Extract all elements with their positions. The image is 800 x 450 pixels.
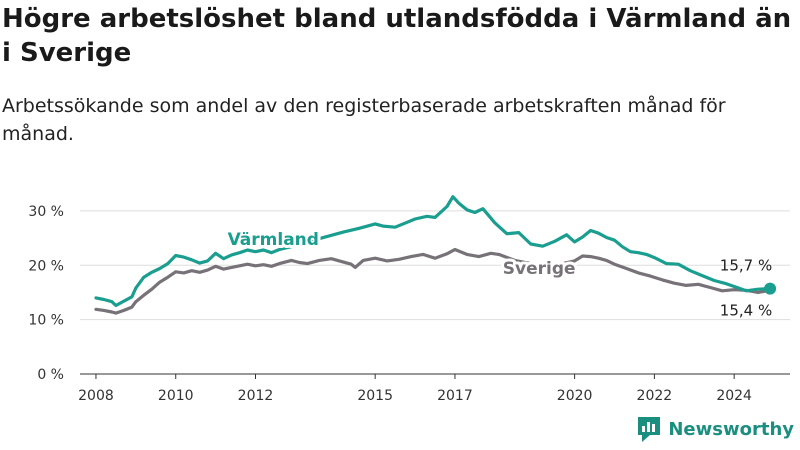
- y-tick-label: 0 %: [37, 367, 64, 383]
- axes: 0 % 10 % 20 % 30 % 2008 2010 2012 2015 2017 2020 2…: [28, 204, 752, 404]
- x-tick-label: 2017: [437, 388, 473, 404]
- series-line-värmland: [94, 195, 772, 308]
- chart-title: Högre arbetslöshet bland utlandsfödda i …: [2, 4, 792, 68]
- y-tick-label: 20 %: [28, 258, 64, 274]
- y-tick-label: 30 %: [28, 204, 64, 220]
- x-tick-label: 2020: [557, 388, 593, 404]
- end-point-marker: [764, 282, 777, 295]
- x-tick-label: 2008: [78, 388, 114, 404]
- newsworthy-logo-text: Newsworthy: [668, 418, 794, 440]
- series-line-sverige: [94, 247, 772, 315]
- series-label-sverige: Sverige: [503, 259, 576, 279]
- x-tick-label: 2015: [357, 388, 393, 404]
- x-tick-label: 2010: [158, 388, 194, 404]
- newsworthy-logo-icon: [638, 417, 661, 442]
- end-value-label-sverige: 15,4 %: [720, 302, 772, 320]
- newsworthy-logo: Newsworthy: [636, 412, 794, 446]
- chart-subtitle: Arbetssökande som andel av den registerb…: [2, 95, 726, 145]
- y-tick-label: 10 %: [28, 313, 64, 329]
- series-labels: Värmland Sverige 15,7 % 15,4 %: [225, 227, 773, 320]
- x-tick-label: 2024: [716, 388, 752, 404]
- x-tick-label: 2012: [238, 388, 274, 404]
- series-lines: [94, 195, 777, 315]
- x-tick-label: 2022: [637, 388, 673, 404]
- gridlines: [80, 210, 790, 375]
- series-label-värmland: Värmland: [228, 230, 319, 250]
- end-value-label-värmland: 15,7 %: [720, 257, 772, 275]
